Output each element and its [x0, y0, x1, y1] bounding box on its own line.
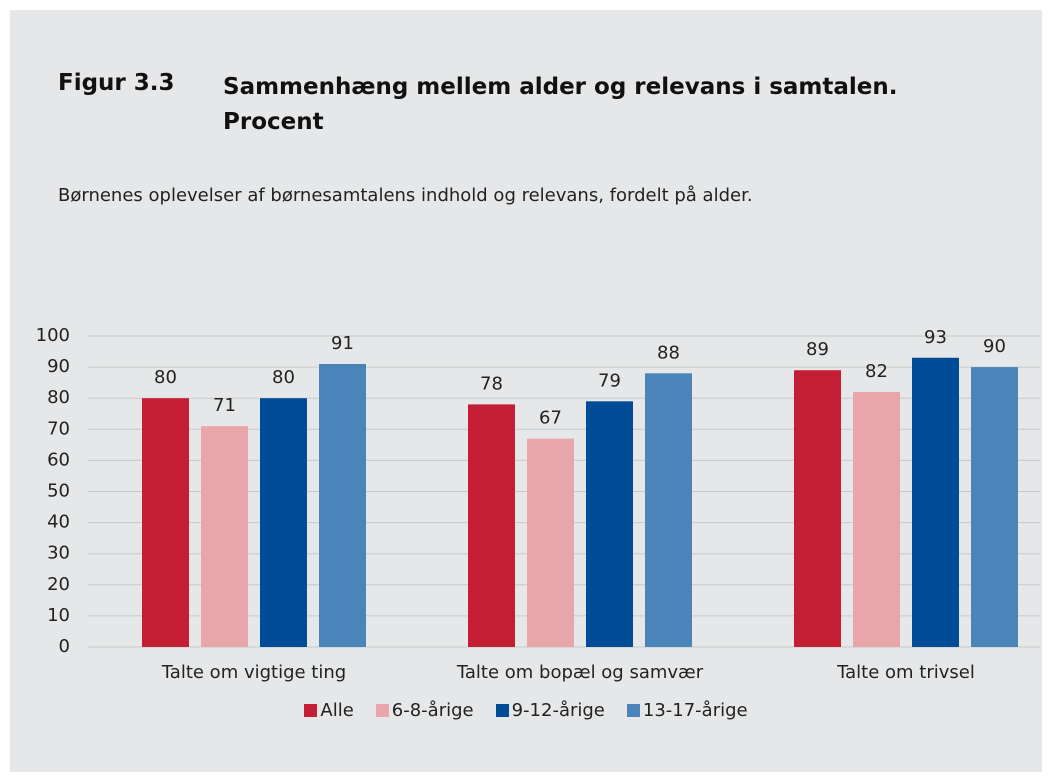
value-label: 71	[213, 395, 236, 416]
value-label: 80	[272, 367, 295, 388]
legend-label: 9-12-årige	[511, 700, 605, 721]
chart-title: Sammenhæng mellem alder og relevans i sa…	[223, 74, 898, 135]
legend-label: 13-17-årige	[642, 700, 748, 721]
legend-label: Alle	[320, 700, 354, 721]
value-label: 79	[598, 370, 621, 391]
value-label: 91	[331, 333, 354, 354]
y-tick-label: 100	[36, 325, 70, 346]
bar	[142, 398, 189, 647]
y-tick-label: 50	[47, 481, 70, 502]
bar	[794, 370, 841, 647]
legend-item: 6-8-årige	[375, 700, 474, 721]
value-label: 88	[657, 342, 680, 363]
bar	[319, 363, 366, 647]
bar	[586, 401, 633, 647]
bar	[853, 391, 900, 647]
value-label: 82	[865, 361, 888, 382]
bar	[912, 357, 959, 647]
legend-swatch	[375, 704, 389, 717]
legend-swatch	[304, 704, 318, 717]
bar	[971, 367, 1018, 647]
bar	[527, 438, 574, 647]
y-tick-label: 20	[47, 574, 70, 595]
bar	[201, 426, 248, 647]
value-label: 89	[806, 339, 829, 360]
x-tick-label: Talte om vigtige ting	[161, 662, 346, 683]
value-label: 80	[154, 367, 177, 388]
figure-label: Figur 3.3	[58, 70, 175, 96]
legend-swatch	[626, 704, 640, 717]
bar	[645, 373, 692, 647]
legend: Alle 6-8-årige 9-12-årige 13-17-årige	[0, 700, 1052, 721]
x-tick-label: Talte om trivsel	[836, 662, 975, 683]
legend-item: 9-12-årige	[495, 700, 605, 721]
value-label: 93	[924, 327, 947, 348]
bar	[260, 398, 307, 647]
y-tick-label: 90	[47, 356, 70, 377]
y-tick-label: 60	[47, 449, 70, 470]
value-label: 78	[480, 373, 503, 394]
bar	[468, 404, 515, 647]
y-tick-label: 80	[47, 387, 70, 408]
legend-swatch	[495, 704, 509, 717]
legend-item: 13-17-årige	[626, 700, 748, 721]
y-tick-label: 40	[47, 512, 70, 533]
y-tick-label: 30	[47, 543, 70, 564]
x-tick-label: Talte om bopæl og samvær	[456, 662, 704, 683]
legend-item: Alle	[304, 700, 354, 721]
value-label: 90	[983, 336, 1006, 357]
value-label: 67	[539, 408, 562, 429]
y-tick-label: 10	[47, 605, 70, 626]
chart-subtitle: Børnenes oplevelser af børnesamtalens in…	[58, 185, 753, 206]
y-tick-label: 70	[47, 418, 70, 439]
y-tick-label: 0	[59, 636, 70, 657]
legend-label: 6-8-årige	[391, 700, 474, 721]
